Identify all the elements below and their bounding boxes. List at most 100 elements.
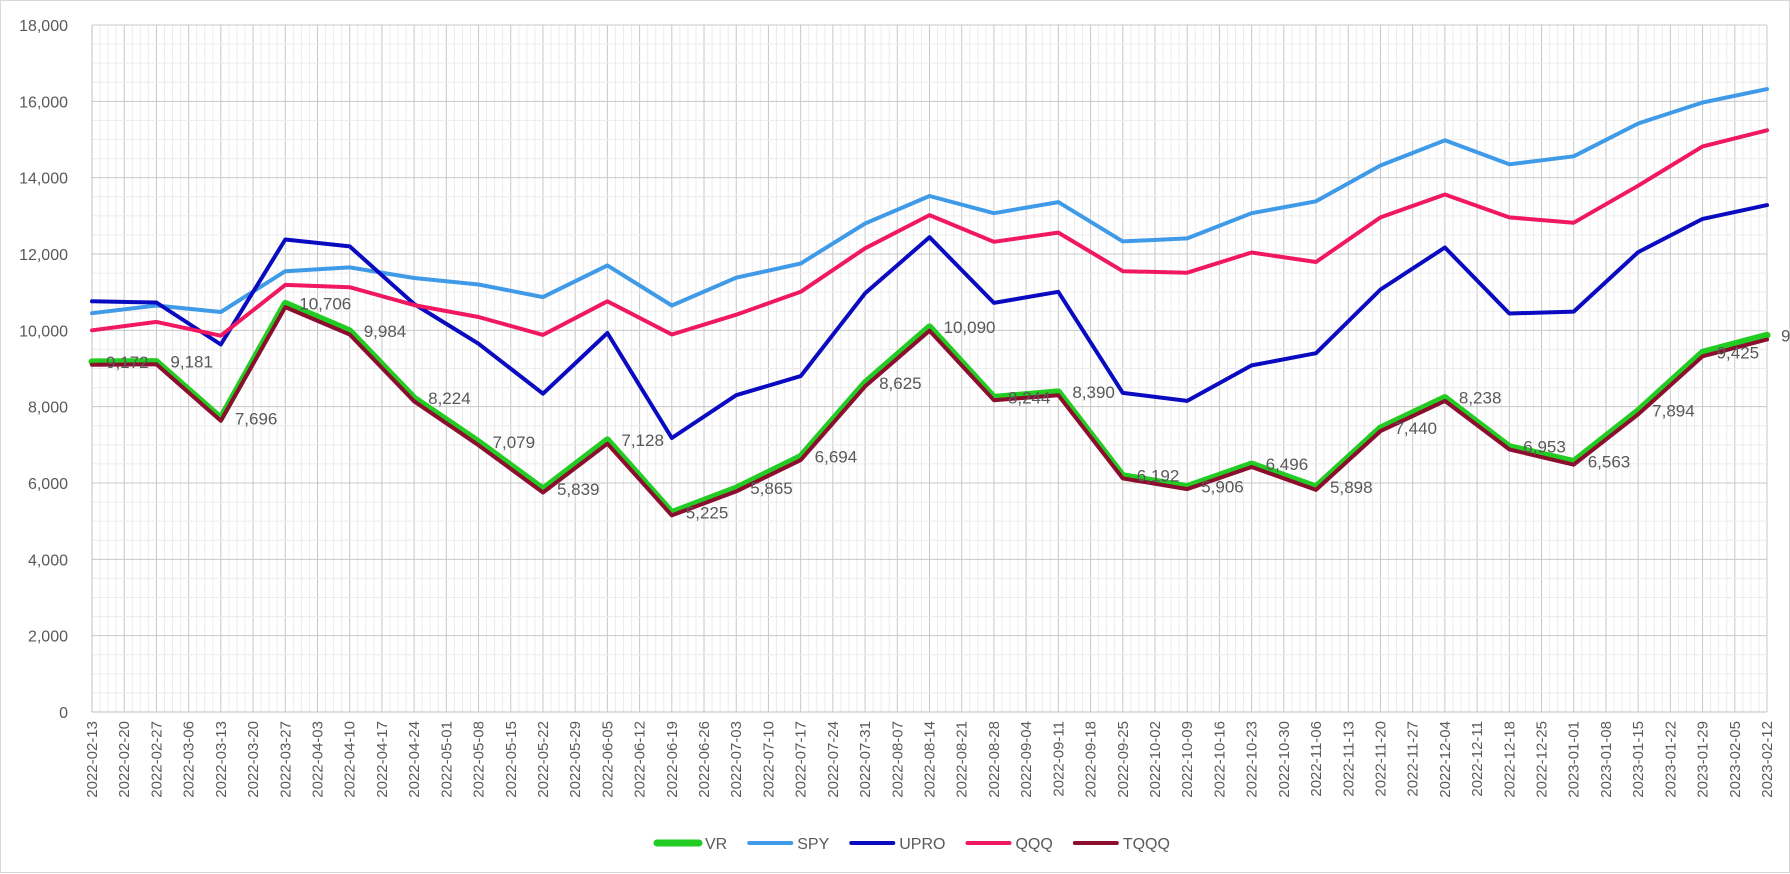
x-tick-label: 2023-01-29 <box>1695 721 1712 798</box>
y-tick-label: 10,000 <box>19 323 68 340</box>
data-label: 5,906 <box>1201 478 1244 497</box>
x-tick-label: 2022-09-18 <box>1083 721 1100 798</box>
data-label: 7,696 <box>235 409 278 428</box>
x-axis: 2022-02-13 2022-02-20 2022-02-27 2022-03-06… <box>84 721 1776 798</box>
data-label: 5,839 <box>557 480 600 499</box>
data-label: 9,181 <box>170 353 213 372</box>
legend: VR SPY UPRO QQQ TQQQ <box>653 836 1170 853</box>
series-line-tqqq <box>90 305 1769 518</box>
x-tick-label: 2022-07-31 <box>857 721 874 798</box>
legend-label-qqq: QQQ <box>1015 836 1052 853</box>
y-tick-label: 2,000 <box>28 629 68 646</box>
x-tick-label: 2022-04-17 <box>374 721 391 798</box>
y-tick-label: 4,000 <box>28 552 68 569</box>
x-tick-label: 2023-02-05 <box>1727 721 1744 798</box>
x-tick-label: 2022-06-26 <box>696 721 713 798</box>
y-tick-label: 16,000 <box>19 94 68 111</box>
x-tick-label: 2023-02-12 <box>1759 721 1776 798</box>
x-tick-label: 2022-10-16 <box>1211 721 1228 798</box>
x-tick-label: 2022-02-27 <box>148 721 165 798</box>
x-tick-label: 2023-01-01 <box>1566 721 1583 798</box>
x-tick-label: 2022-08-28 <box>986 721 1003 798</box>
x-tick-label: 2022-10-30 <box>1276 721 1293 798</box>
x-tick-label: 2023-01-08 <box>1598 721 1615 798</box>
data-label: 10,090 <box>944 318 996 337</box>
data-label: 7,894 <box>1652 402 1695 421</box>
series-line-vr <box>88 299 1771 517</box>
x-tick-label: 2022-09-04 <box>1018 721 1035 798</box>
legend-label-spy: SPY <box>797 836 829 853</box>
x-tick-label: 2022-07-10 <box>760 721 777 798</box>
x-tick-label: 2023-01-15 <box>1630 721 1647 798</box>
data-label: 5,225 <box>686 504 729 523</box>
data-label: 5,898 <box>1330 478 1373 497</box>
y-tick-label: 14,000 <box>19 171 68 188</box>
y-tick-label: 18,000 <box>19 18 68 35</box>
data-label: 8,244 <box>1008 388 1051 407</box>
data-label: 6,563 <box>1588 453 1631 472</box>
x-tick-label: 2022-10-23 <box>1244 721 1261 798</box>
x-tick-label: 2022-08-07 <box>889 721 906 798</box>
x-tick-label: 2022-04-03 <box>309 721 326 798</box>
data-label: 5,865 <box>750 479 793 498</box>
data-label: 7,079 <box>493 433 536 452</box>
data-label: 10,706 <box>299 294 351 313</box>
data-label: 9,984 <box>364 322 407 341</box>
x-tick-label: 2022-07-03 <box>728 721 745 798</box>
x-tick-label: 2022-12-25 <box>1534 721 1551 798</box>
x-tick-label: 2022-12-04 <box>1437 721 1454 798</box>
x-tick-label: 2022-04-10 <box>342 721 359 798</box>
x-tick-label: 2022-10-09 <box>1179 721 1196 798</box>
series-line-upro <box>90 203 1769 440</box>
legend-label-tqqq: TQQQ <box>1123 836 1170 853</box>
data-label: 7,440 <box>1394 419 1437 438</box>
data-label: 9,869 <box>1781 326 1790 345</box>
data-label: 6,496 <box>1266 455 1309 474</box>
x-tick-label: 2022-05-15 <box>503 721 520 798</box>
y-tick-label: 6,000 <box>28 476 68 493</box>
x-tick-label: 2022-03-20 <box>245 721 262 798</box>
x-tick-label: 2022-05-22 <box>535 721 552 798</box>
data-label: 8,625 <box>879 374 922 393</box>
x-tick-label: 2022-05-08 <box>471 721 488 798</box>
legend-label-upro: UPRO <box>899 836 945 853</box>
x-tick-label: 2022-03-27 <box>277 721 294 798</box>
series-lines <box>88 87 1771 518</box>
x-tick-label: 2022-12-11 <box>1469 721 1486 797</box>
x-tick-label: 2022-07-17 <box>793 721 810 798</box>
x-tick-label: 2022-04-24 <box>406 721 423 798</box>
y-axis: 0 2,000 4,000 6,000 8,000 10,000 12,000 14,000 1… <box>19 18 68 722</box>
x-tick-label: 2022-12-18 <box>1501 721 1518 798</box>
x-tick-label: 2022-09-25 <box>1115 721 1132 798</box>
x-tick-label: 2022-11-06 <box>1308 721 1325 797</box>
x-tick-label: 2022-11-27 <box>1405 721 1422 797</box>
x-tick-label: 2022-02-20 <box>116 721 133 798</box>
data-label: 6,694 <box>815 448 858 467</box>
data-label: 8,390 <box>1072 383 1115 402</box>
x-tick-label: 2022-02-13 <box>84 721 101 798</box>
x-tick-label: 2022-08-21 <box>954 721 971 798</box>
x-tick-label: 2022-11-13 <box>1340 721 1357 797</box>
x-tick-label: 2022-06-19 <box>664 721 681 798</box>
x-tick-label: 2022-08-14 <box>922 721 939 798</box>
x-tick-label: 2022-05-01 <box>438 721 455 798</box>
x-tick-label: 2022-10-02 <box>1147 721 1164 798</box>
x-tick-label: 2022-03-13 <box>213 721 230 798</box>
series-line-qqq <box>90 128 1769 338</box>
data-label: 9,172 <box>106 353 149 372</box>
x-tick-label: 2022-03-06 <box>181 721 198 798</box>
x-tick-label: 2022-07-24 <box>825 721 842 798</box>
x-tick-label: 2023-01-22 <box>1662 721 1679 798</box>
x-tick-label: 2022-06-12 <box>632 721 649 798</box>
y-tick-label: 12,000 <box>19 247 68 264</box>
data-label: 9,425 <box>1717 343 1760 362</box>
data-label: 8,238 <box>1459 389 1502 408</box>
legend-label-vr: VR <box>705 836 727 853</box>
series-line-spy <box>90 87 1769 316</box>
data-label: 6,192 <box>1137 467 1180 486</box>
data-label: 8,224 <box>428 389 471 408</box>
x-tick-label: 2022-05-29 <box>567 721 584 798</box>
y-tick-label: 8,000 <box>28 400 68 417</box>
